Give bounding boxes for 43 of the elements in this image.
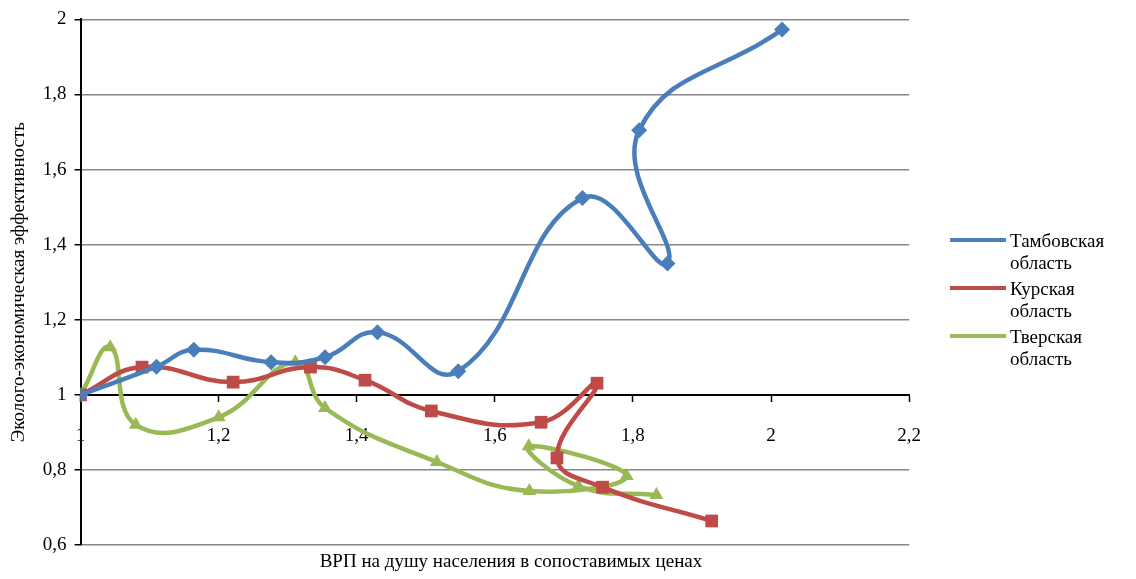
y-axis-title: Эколого-экономическая эффективность: [7, 121, 29, 443]
point: [429, 454, 444, 467]
x-tick-label: 1,6: [482, 424, 507, 446]
point: [128, 416, 143, 429]
point: [211, 409, 226, 422]
point: [590, 376, 604, 390]
point: [574, 190, 591, 207]
point: [450, 363, 467, 380]
x-tick-label: 2,2: [897, 424, 921, 446]
point: [631, 122, 648, 139]
y-tick-label: 1,4: [42, 232, 68, 254]
legend-label: Тамбовская область: [1010, 230, 1106, 274]
y-tick-label: 0,6: [42, 532, 67, 554]
point: [358, 373, 372, 387]
point: [103, 339, 118, 352]
y-tick-label: 1: [57, 382, 67, 404]
point: [369, 324, 386, 341]
point: [148, 358, 165, 375]
y-tick-label: 1,8: [42, 82, 67, 104]
point: [263, 354, 280, 371]
point: [534, 415, 548, 429]
x-tick-label: 1,2: [206, 424, 231, 446]
legend-label: Курская область: [1010, 278, 1076, 322]
x-tick-label: 1,8: [621, 424, 645, 446]
point: [705, 514, 719, 528]
point: [596, 480, 609, 494]
point: [185, 341, 202, 358]
point: [649, 487, 664, 500]
x-tick-label: 2: [766, 424, 776, 446]
point: [226, 375, 240, 389]
legend-label: Тверская область: [1010, 326, 1083, 370]
y-tick-label: 1,6: [42, 157, 67, 179]
y-tick-label: 1,2: [42, 307, 67, 329]
point: [424, 404, 438, 418]
point: [522, 482, 537, 495]
x-axis-title: ВРП на душу населения в сопоставимых ценах: [318, 550, 704, 572]
y-tick-label: 2: [57, 7, 67, 29]
point: [316, 349, 333, 366]
point: [521, 438, 536, 451]
point: [619, 467, 634, 480]
point: [774, 21, 791, 38]
point: [318, 399, 332, 412]
y-tick-label: 0,8: [42, 457, 67, 479]
